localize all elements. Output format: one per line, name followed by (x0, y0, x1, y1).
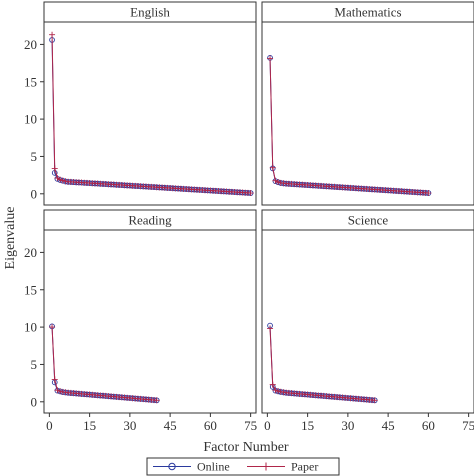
data-point (267, 55, 274, 62)
x-tick-label: 45 (382, 418, 395, 433)
data-point (57, 388, 64, 395)
x-tick-label: 15 (83, 418, 96, 433)
data-point (269, 164, 276, 171)
y-tick-label: 15 (24, 74, 37, 89)
panel-mathematics: Mathematics (261, 1, 474, 206)
legend-label: Paper (291, 460, 318, 474)
panel-title: Reading (128, 213, 172, 228)
panel-plot-area (43, 21, 257, 206)
data-point (275, 178, 282, 185)
data-point (51, 165, 58, 172)
data-point (49, 31, 56, 38)
x-tick-label: 30 (341, 418, 354, 433)
data-point (275, 388, 282, 395)
x-tick-label: 60 (204, 418, 217, 433)
data-point (153, 397, 160, 404)
legend-label: Online (197, 460, 230, 474)
legend: Online Paper (146, 457, 340, 476)
series-paper (49, 324, 160, 404)
panel-science: Science (261, 209, 474, 414)
panel-reading: Reading (43, 209, 257, 414)
data-point (59, 177, 66, 184)
x-tick-label: 0 (46, 418, 53, 433)
y-tick-label: 0 (31, 186, 38, 201)
y-tick-label: 20 (24, 37, 37, 52)
legend-marker (168, 462, 176, 471)
legend-entry-online: Online (153, 460, 230, 474)
data-point (267, 325, 274, 332)
panel-plot-area (43, 229, 257, 414)
data-point (247, 190, 254, 197)
panel-title: English (130, 5, 170, 20)
data-point (269, 381, 276, 388)
y-axis-label: Eigenvalue (3, 207, 18, 270)
panels-layer: English Mathematics Reading Science (43, 1, 474, 414)
axes-layer: 0 5 10 15 20 0 15 30 45 60 75 0 5 10 15 20 0 15 30 45 60 75 (24, 37, 474, 433)
y-tick-label: 5 (31, 357, 38, 372)
data-point (371, 397, 378, 404)
panel-plot-area (261, 21, 474, 206)
legend-marker (262, 462, 270, 471)
x-tick-label: 75 (244, 418, 257, 433)
y-tick-label: 10 (24, 112, 37, 127)
panel-english: English (43, 1, 257, 206)
series-paper (267, 55, 432, 197)
legend-box (146, 457, 340, 476)
x-tick-label: 0 (264, 418, 271, 433)
data-point (57, 176, 64, 183)
data-point (425, 190, 432, 197)
x-axis-label: Factor Number (203, 440, 288, 455)
data-point (51, 376, 58, 383)
x-tick-label: 15 (301, 418, 314, 433)
data-point (54, 387, 61, 394)
x-tick-label: 60 (422, 418, 435, 433)
panel-plot-area (261, 229, 474, 414)
panel-title: Mathematics (334, 5, 401, 20)
panel-title: Science (348, 213, 389, 228)
x-tick-label: 75 (462, 418, 474, 433)
y-tick-label: 5 (31, 149, 38, 164)
x-tick-label: 30 (123, 418, 136, 433)
data-point (49, 324, 56, 331)
y-tick-label: 10 (24, 320, 37, 335)
data-point (272, 177, 279, 184)
legend-entry-paper: Paper (247, 460, 318, 474)
y-tick-label: 0 (31, 394, 38, 409)
data-point (272, 387, 279, 394)
y-tick-label: 15 (24, 282, 37, 297)
y-tick-label: 20 (24, 245, 37, 260)
series-paper (49, 31, 254, 197)
data-point (54, 175, 61, 182)
series-paper (267, 325, 378, 404)
x-tick-label: 45 (164, 418, 177, 433)
